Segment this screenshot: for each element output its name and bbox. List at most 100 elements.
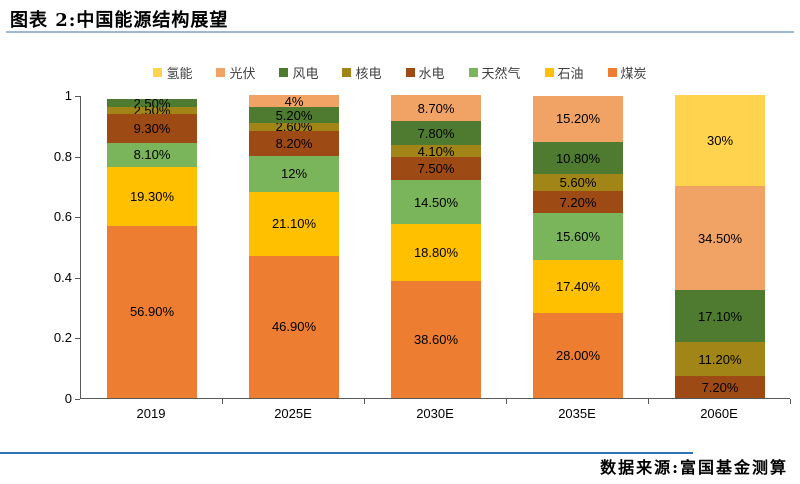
bar-segment: 10.80% xyxy=(533,141,623,175)
legend-label: 光伏 xyxy=(229,66,256,81)
bar-segment: 4.10% xyxy=(391,145,481,158)
stacked-bar-2025E: 4% 5.20% 2.60% 8.20% 12% 21.10% 46.90% xyxy=(249,95,339,398)
segment-value-label: 2.60% xyxy=(275,122,313,131)
category-slot: 15.20% 10.80% 5.60% 7.20% 15.60% 17.40% 28.00% xyxy=(507,95,649,398)
segment-value-label: 15.60% xyxy=(555,229,601,245)
legend-label: 氢能 xyxy=(166,66,193,81)
stacked-bar-2030E: 8.70% 7.80% 4.10% 7.50% 14.50% 18.80% 38.60% xyxy=(391,95,481,398)
y-axis-tick xyxy=(75,277,80,279)
bar-segment: 8.70% xyxy=(391,95,481,122)
title-divider xyxy=(6,31,794,33)
legend-swatch-icon xyxy=(279,68,289,77)
y-axis-tick xyxy=(75,399,80,400)
legend-label: 煤炭 xyxy=(620,66,647,81)
y-axis-label: 0.8 xyxy=(53,148,72,164)
segment-value-label: 5.20% xyxy=(275,107,313,123)
bar-segment: 56.90% xyxy=(107,225,197,398)
category-slot: 30% 34.50% 17.10% 11.20% 7.20% xyxy=(649,95,791,398)
segment-value-label: 8.20% xyxy=(275,135,313,151)
bar-segment: 15.60% xyxy=(533,213,623,261)
y-axis-tick xyxy=(75,217,80,219)
bar-segment: 2.50% xyxy=(107,106,197,115)
segment-value-label: 17.10% xyxy=(697,308,743,324)
legend-swatch-icon xyxy=(342,68,352,77)
legend-item: 风电 xyxy=(279,63,318,82)
legend-item: 核电 xyxy=(342,63,382,82)
segment-value-label: 8.10% xyxy=(133,147,171,163)
legend-swatch-icon xyxy=(216,68,226,77)
bar-segment: 5.60% xyxy=(533,174,623,192)
bar-segment: 14.50% xyxy=(391,180,481,225)
segment-value-label: 8.70% xyxy=(417,100,455,116)
y-axis-label: 0.6 xyxy=(53,209,72,225)
bar-segment: 2.60% xyxy=(249,122,339,131)
segment-value-label: 11.20% xyxy=(698,351,742,367)
category-slot: 4% 5.20% 2.60% 8.20% 12% 21.10% 46.90% xyxy=(223,95,365,398)
segment-value-label: 30% xyxy=(706,132,734,148)
x-axis-tick xyxy=(790,399,791,404)
legend-label: 天然气 xyxy=(481,66,521,81)
x-axis-label: 2030E xyxy=(416,406,454,421)
segment-value-label: 7.50% xyxy=(417,161,455,177)
y-axis-label: 0.4 xyxy=(53,269,72,285)
bar-segment: 17.10% xyxy=(675,290,765,343)
bar-segment: 11.20% xyxy=(675,342,765,377)
segment-value-label: 46.90% xyxy=(271,319,317,335)
bar-segment: 7.20% xyxy=(675,376,765,398)
category-slot: 8.70% 7.80% 4.10% 7.50% 14.50% 18.80% 38.60% xyxy=(365,95,507,398)
segment-value-label: 28.00% xyxy=(555,348,601,364)
segment-value-label: 2.50% xyxy=(133,106,171,115)
chart-title: 图表 2:中国能源结构展望 xyxy=(10,10,229,31)
segment-value-label: 9.30% xyxy=(133,121,171,136)
x-axis-tick xyxy=(364,399,365,404)
data-source: 数据来源:富国基金测算 xyxy=(600,458,788,477)
segment-value-label: 4.10% xyxy=(417,145,455,158)
segment-value-label: 5.60% xyxy=(559,175,597,191)
x-axis-label: 2025E xyxy=(274,406,312,421)
x-axis-tick xyxy=(506,399,507,404)
segment-value-label: 10.80% xyxy=(555,150,601,166)
legend-swatch-icon xyxy=(153,68,163,77)
category-slot: 2.50% 2.50% 9.30% 8.10% 19.30% 56.90% xyxy=(81,96,223,398)
stacked-bar-2035E: 15.20% 10.80% 5.60% 7.20% 15.60% 17.40% 28.00% xyxy=(533,95,623,398)
legend-item: 氢能 xyxy=(153,63,192,82)
segment-value-label: 21.10% xyxy=(271,216,317,232)
bar-segment: 7.50% xyxy=(391,157,481,181)
bar-segment: 30% xyxy=(675,95,765,186)
segment-value-label: 38.60% xyxy=(413,332,459,348)
y-axis-label: 1 xyxy=(64,88,72,103)
legend-item: 石油 xyxy=(544,63,584,82)
segment-value-label: 7.20% xyxy=(701,379,739,395)
segment-value-label: 19.30% xyxy=(129,188,175,204)
footer-divider xyxy=(0,452,693,454)
segment-value-label: 34.50% xyxy=(697,230,743,246)
segment-value-label: 17.40% xyxy=(555,279,601,295)
segment-value-label: 4% xyxy=(284,95,304,108)
bar-segment: 38.60% xyxy=(391,281,481,398)
bar-segment: 12% xyxy=(249,155,339,192)
legend-item: 光伏 xyxy=(216,63,255,82)
bar-segment: 34.50% xyxy=(675,185,765,291)
y-axis-tick xyxy=(75,96,80,97)
segment-value-label: 7.20% xyxy=(559,194,597,210)
bar-segment: 8.10% xyxy=(107,142,197,168)
bar-segment: 28.00% xyxy=(533,313,623,398)
bar-segment: 19.30% xyxy=(107,167,197,226)
plot-area: 2.50% 2.50% 9.30% 8.10% 19.30% 56.90% 4% 5.20% 2… xyxy=(80,95,791,399)
y-axis-label: 0 xyxy=(64,391,72,406)
segment-value-label: 7.80% xyxy=(417,125,455,141)
chart-legend: 氢能 光伏 风电 核电 水电 天然气 石油 煤炭 xyxy=(0,63,800,82)
legend-label: 石油 xyxy=(557,66,584,81)
x-axis-label: 2060E xyxy=(700,406,738,421)
legend-item: 煤炭 xyxy=(607,63,647,82)
bar-segment: 46.90% xyxy=(249,255,339,398)
legend-swatch-icon xyxy=(405,68,415,77)
legend-swatch-icon xyxy=(544,68,554,77)
x-axis-tick xyxy=(648,399,649,404)
legend-item: 水电 xyxy=(405,63,445,82)
legend-swatch-icon xyxy=(607,68,617,77)
segment-value-label: 18.80% xyxy=(413,245,459,261)
bar-segment: 15.20% xyxy=(533,95,623,142)
segment-value-label: 56.90% xyxy=(129,304,175,320)
legend-label: 核电 xyxy=(355,66,382,81)
